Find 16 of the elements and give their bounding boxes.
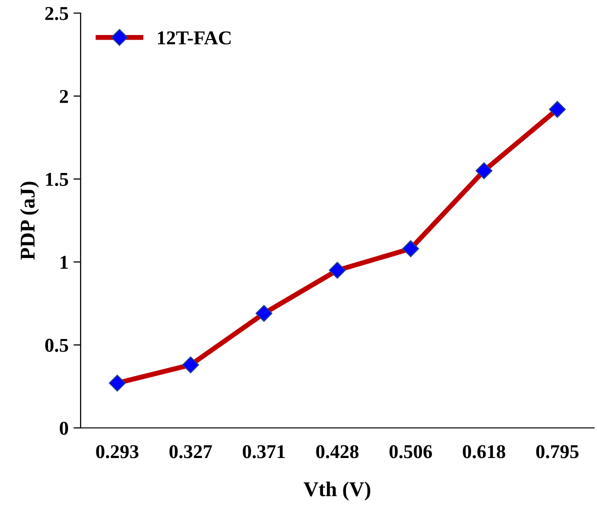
x-tick-label: 0.293 <box>96 445 138 458</box>
y-tick-label: 1 <box>60 256 68 269</box>
y-tick-label: 2.5 <box>45 6 68 20</box>
y-tick-label: 2 <box>60 90 68 103</box>
x-tick-label: 0.371 <box>242 445 285 458</box>
y-tick-label: 0.5 <box>45 338 68 352</box>
y-tick-label: 0 <box>60 422 68 435</box>
x-tick-label: 0.327 <box>169 445 212 458</box>
x-tick-label: 0.618 <box>462 445 506 458</box>
x-tick-label: 0.506 <box>390 445 432 458</box>
legend-label: 12T-FAC <box>158 31 231 44</box>
x-axis-title: Vth (V) <box>304 482 370 501</box>
y-tick-label: 1.5 <box>46 172 68 186</box>
y-axis-title: PDP (aJ) <box>20 182 39 260</box>
x-tick-label: 0.428 <box>316 445 359 458</box>
x-tick-label: 0.795 <box>536 445 579 458</box>
